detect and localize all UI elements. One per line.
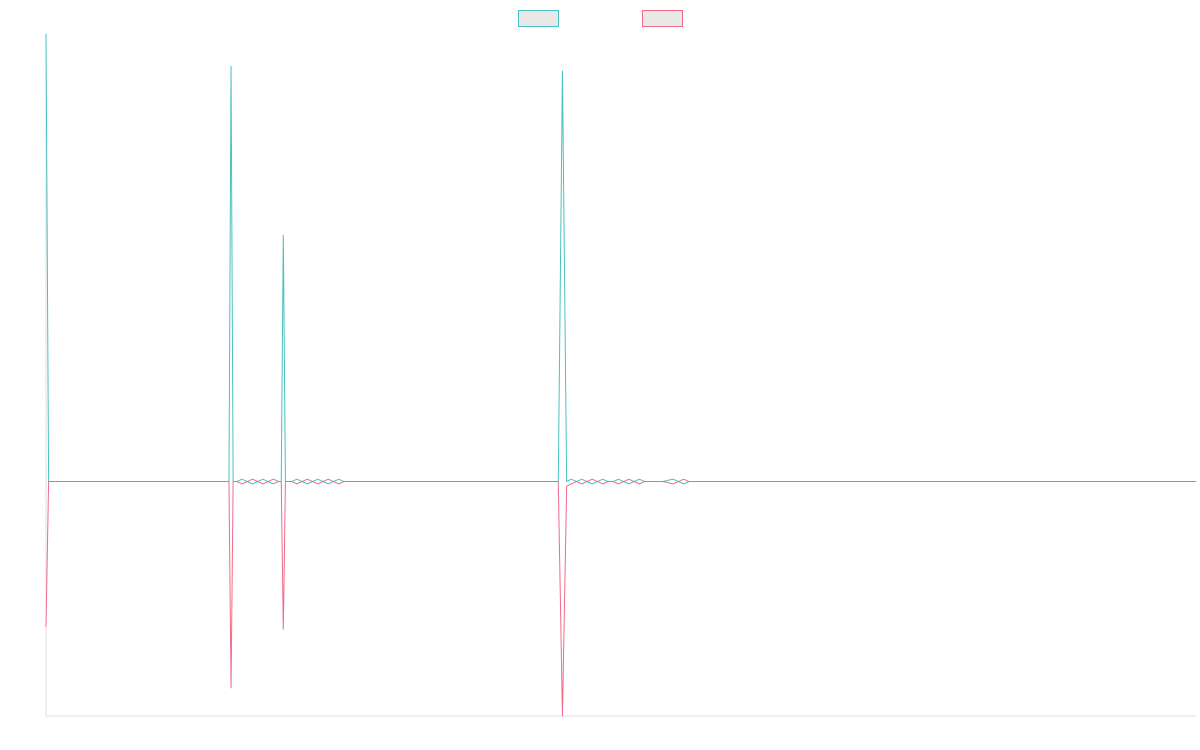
legend-swatch-1[interactable] [518, 10, 559, 27]
series-line-1[interactable] [45, 33, 1196, 485]
legend[interactable] [518, 10, 683, 27]
legend-swatch-2[interactable] [642, 10, 683, 27]
axes [45, 36, 1196, 717]
series-line-2[interactable] [45, 478, 1196, 717]
legend-item-2[interactable] [642, 10, 683, 27]
legend-item-1[interactable] [518, 10, 559, 27]
series-group [45, 33, 1196, 717]
